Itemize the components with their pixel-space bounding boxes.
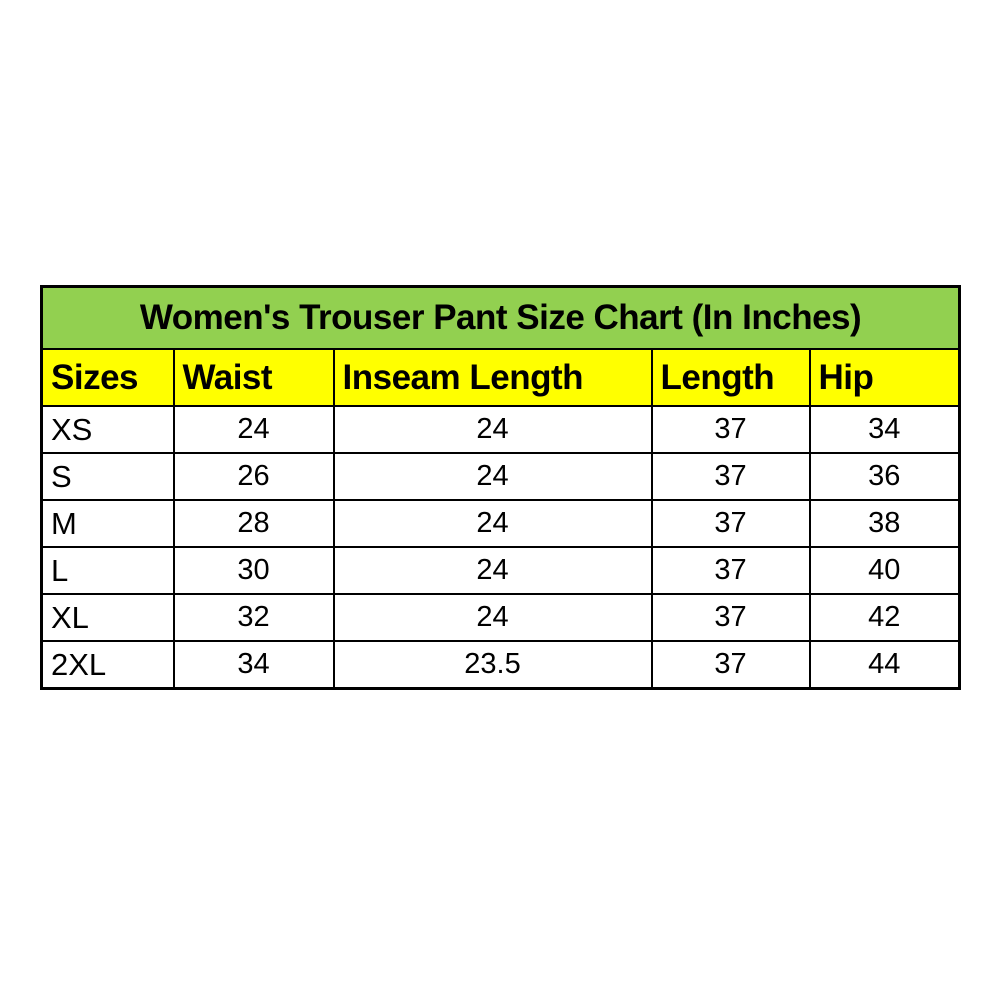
value-cell: 37 [650, 640, 811, 690]
title-row: Women's Trouser Pant Size Chart (In Inch… [40, 285, 961, 350]
size-chart-table: Women's Trouser Pant Size Chart (In Inch… [40, 285, 961, 690]
size-cell: L [40, 546, 175, 595]
value-cell: 34 [172, 640, 335, 690]
value-cell: 26 [172, 452, 335, 501]
table-row: M 28 24 37 38 [40, 499, 961, 548]
value-cell: 24 [332, 499, 653, 548]
value-cell: 37 [650, 452, 811, 501]
value-cell: 38 [808, 499, 961, 548]
value-cell: 24 [332, 452, 653, 501]
value-cell: 32 [172, 593, 335, 642]
header-cell-sizes: Sizes [40, 348, 175, 407]
value-cell: 24 [332, 546, 653, 595]
size-cell: S [40, 452, 175, 501]
value-cell: 24 [332, 593, 653, 642]
table-row: 2XL 34 23.5 37 44 [40, 640, 961, 690]
chart-title: Women's Trouser Pant Size Chart (In Inch… [40, 285, 961, 350]
header-cell-inseam-length: Inseam Length [332, 348, 653, 407]
value-cell: 44 [808, 640, 961, 690]
value-cell: 24 [172, 405, 335, 454]
value-cell: 37 [650, 405, 811, 454]
value-cell: 37 [650, 546, 811, 595]
value-cell: 24 [332, 405, 653, 454]
value-cell: 34 [808, 405, 961, 454]
value-cell: 36 [808, 452, 961, 501]
value-cell: 42 [808, 593, 961, 642]
table-row: XL 32 24 37 42 [40, 593, 961, 642]
value-cell: 37 [650, 499, 811, 548]
value-cell: 30 [172, 546, 335, 595]
value-cell: 40 [808, 546, 961, 595]
size-cell: M [40, 499, 175, 548]
table-row: S 26 24 37 36 [40, 452, 961, 501]
value-cell: 23.5 [332, 640, 653, 690]
header-cell-length: Length [650, 348, 811, 407]
header-cell-hip: Hip [808, 348, 961, 407]
header-row: Sizes Waist Inseam Length Length Hip [40, 348, 961, 407]
table-body: XS 24 24 37 34 S 26 24 37 36 M 28 24 37 38 L 30 24 37 40 XL 3… [40, 405, 961, 690]
value-cell: 37 [650, 593, 811, 642]
table-row: XS 24 24 37 34 [40, 405, 961, 454]
size-cell: XS [40, 405, 175, 454]
table-row: L 30 24 37 40 [40, 546, 961, 595]
header-cell-waist: Waist [172, 348, 335, 407]
size-cell: 2XL [40, 640, 175, 690]
size-cell: XL [40, 593, 175, 642]
value-cell: 28 [172, 499, 335, 548]
